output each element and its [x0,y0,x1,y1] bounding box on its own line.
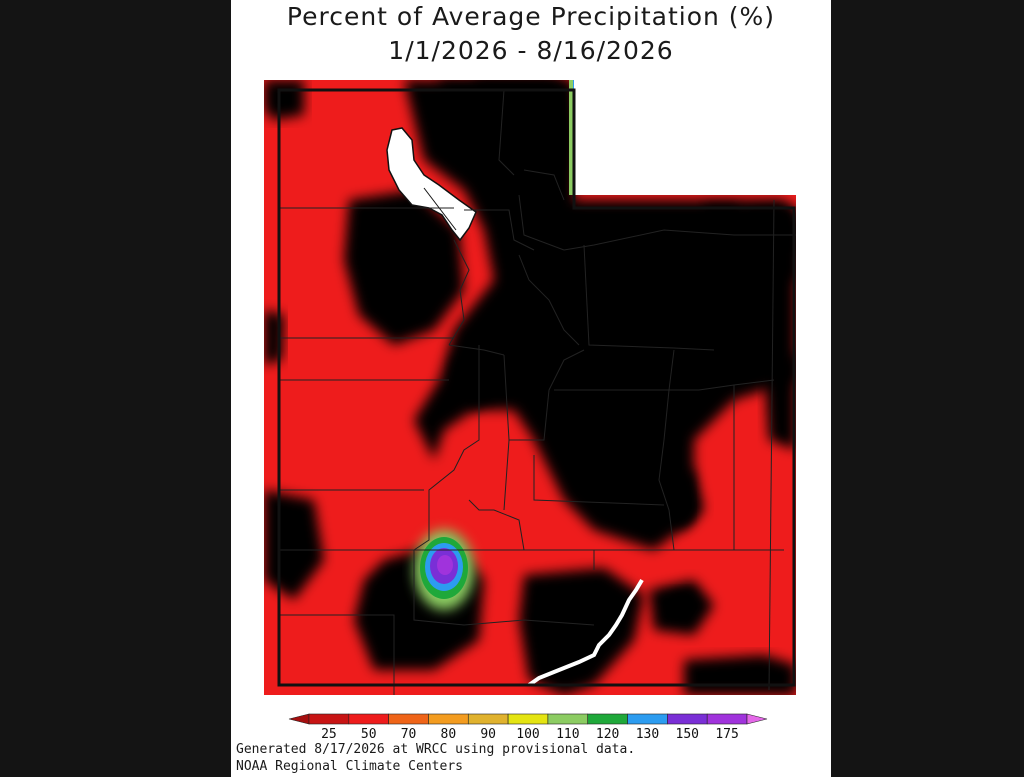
contour-90-100-ne-edge [754,220,796,255]
lake-powell [527,578,644,687]
contour-lt50-se-corner [684,655,796,695]
legend-swatch [706,713,748,725]
legend-tick-label: 150 [676,727,699,738]
legend-swatch [587,713,628,725]
legend-arrow-low [288,713,310,725]
legend-tick-label: 80 [441,727,457,738]
legend-swatch [627,713,668,725]
source-credit: NOAA Regional Climate Centers [236,759,463,774]
utah-precipitation-map [264,80,796,695]
legend-arrow-high [746,713,768,725]
contour-lt50-nw-corner [264,80,304,120]
legend-tick-label: 50 [361,727,377,738]
legend-tick-label: 70 [401,727,417,738]
legend-swatch [547,713,589,725]
contour-100-110-north [489,95,534,138]
legend-tick-label: 100 [516,727,539,738]
great-salt-lake-causeway [423,187,457,231]
utah-state-boundary [277,88,796,687]
legend-tick-label: 130 [636,727,659,738]
precipitation-legend: 25 50 70 80 90 100 110 120 130 150 175 [288,713,768,738]
legend-color-bar [288,713,768,725]
legend-swatch [467,713,509,725]
legend-swatch [388,713,429,725]
contour-80-90-central-east [544,380,684,460]
generated-note: Generated 8/17/2026 at WRCC using provis… [236,742,636,757]
precipitation-map-figure: Percent of Average Precipitation (%) 1/1… [231,0,831,777]
legend-swatch [348,713,389,725]
map-date-range: 1/1/2026 - 8/16/2026 [388,36,674,65]
contour-lt50-northwest [344,190,464,345]
legend-tick-label: 25 [321,727,337,738]
contour-100-110-east [669,485,692,520]
contour-gt175-bullseye [437,555,453,575]
great-salt-lake [386,127,477,242]
county-boundaries [279,89,796,695]
wyoming-corner-blank [582,80,796,195]
legend-swatch [507,713,549,725]
legend-swatch [428,713,469,725]
legend-swatch [667,713,708,725]
legend-tick-label: 90 [480,727,496,738]
map-title: Percent of Average Precipitation (%) [286,2,776,31]
legend-tick-label: 120 [596,727,619,738]
legend-tick-label: 110 [556,727,579,738]
contour-lt50-northeast [704,205,744,270]
legend-tick-label: 175 [715,727,738,738]
legend-swatch [308,713,350,725]
contour-80-90-southeast [664,590,696,620]
contour-lt50-south [519,568,644,695]
contour-100-110-northeast [649,238,679,280]
legend-tick-labels: 25 50 70 80 90 100 110 120 130 150 175 [321,727,739,738]
